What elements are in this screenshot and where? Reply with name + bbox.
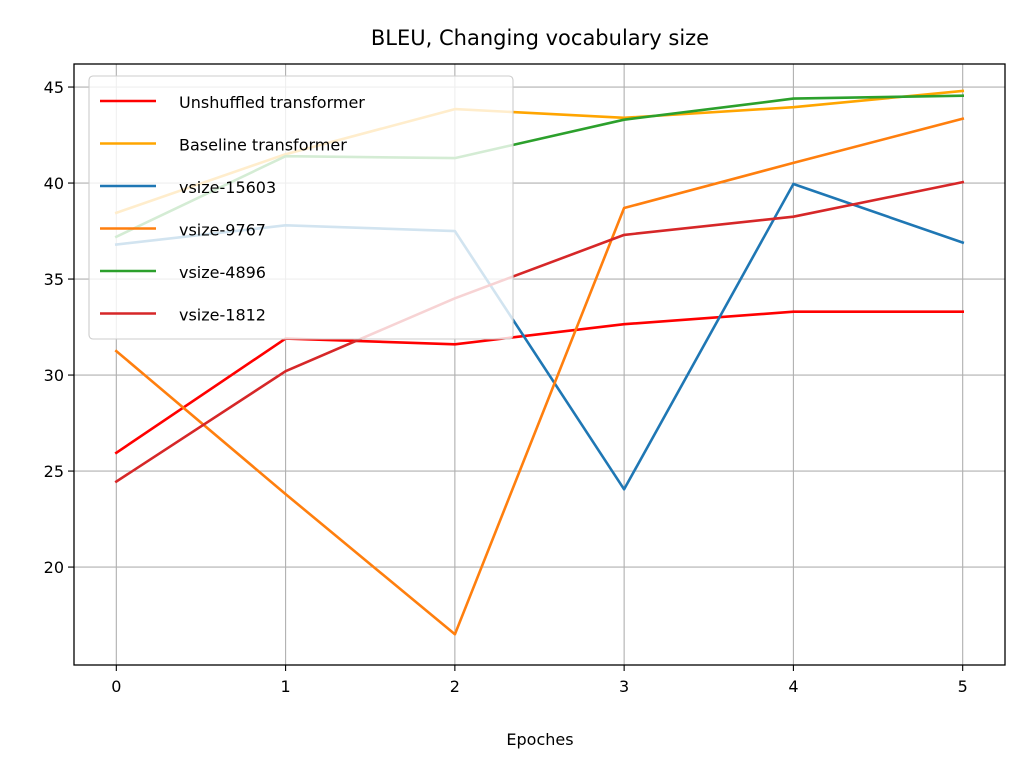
plot-frame	[73, 63, 1006, 666]
legend-box	[88, 75, 514, 340]
x-tick-label: 0	[111, 677, 121, 696]
chart-title: BLEU, Changing vocabulary size	[371, 26, 709, 50]
x-tick-label: 4	[788, 677, 798, 696]
legend-label: vsize-9767	[179, 221, 266, 240]
legend-label: vsize-15603	[179, 178, 276, 197]
y-tick-label: 35	[44, 270, 64, 289]
x-axis-ticks: 0 1 2 3 4 5	[111, 665, 968, 696]
y-axis-ticks: 20 25 30 35 40 45	[44, 78, 74, 577]
legend: Unshuffled transformer Baseline transform…	[88, 75, 514, 340]
y-tick-label: 40	[44, 174, 64, 193]
x-axis-label: Epoches	[506, 730, 573, 749]
y-tick-label: 30	[44, 366, 64, 385]
x-tick-label: 3	[619, 677, 629, 696]
x-tick-label: 5	[958, 677, 968, 696]
legend-label: Unshuffled transformer	[179, 93, 365, 112]
y-tick-label: 45	[44, 78, 64, 97]
series-line-vsize-1812	[114, 180, 965, 484]
series-line-unshuffled-transformer	[114, 310, 965, 455]
y-tick-label: 25	[44, 462, 64, 481]
x-tick-label: 1	[280, 677, 290, 696]
legend-label: Baseline transformer	[179, 136, 347, 155]
legend-label: vsize-1812	[179, 306, 266, 325]
x-tick-label: 2	[450, 677, 460, 696]
series-line-vsize-9767	[114, 117, 965, 636]
legend-label: vsize-4896	[179, 263, 266, 282]
y-tick-label: 20	[44, 558, 64, 577]
